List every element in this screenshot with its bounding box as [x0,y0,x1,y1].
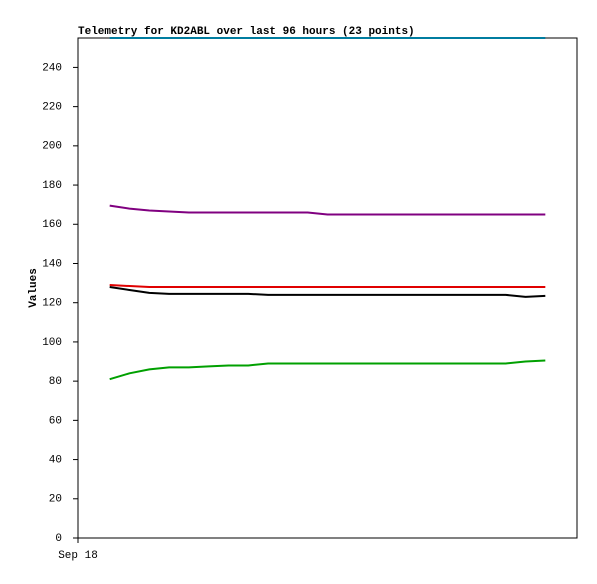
y-tick-label: 140 [42,258,62,270]
y-tick-label: 20 [49,494,62,506]
y-tick-label: 240 [42,62,62,74]
y-tick-label: 120 [42,298,62,310]
y-tick-label: 0 [55,533,62,545]
series-line [109,204,546,216]
y-tick-label: 40 [49,454,62,466]
y-tick-label: 220 [42,102,62,114]
x-tick-label: Sep 18 [58,550,98,562]
series-line [109,284,546,289]
series-line [109,359,546,381]
chart-title: Telemetry for KD2ABL over last 96 hours … [78,26,415,38]
y-tick-label: 60 [49,415,62,427]
y-tick-label: 160 [42,219,62,231]
series-line [109,286,546,298]
y-tick-label: 180 [42,180,62,192]
y-axis-label: Values [28,268,40,308]
y-tick-label: 200 [42,141,62,153]
y-tick-label: 100 [42,337,62,349]
y-tick-label: 80 [49,376,62,388]
